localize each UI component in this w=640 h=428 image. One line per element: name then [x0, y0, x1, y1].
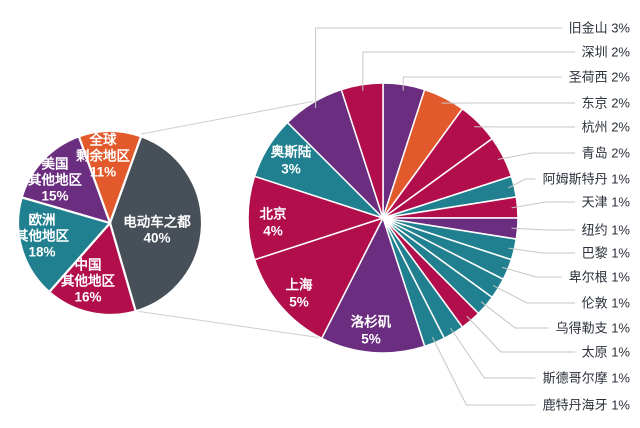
city-label-天津: 天津 1%: [582, 195, 631, 210]
leader-line-鹿特丹海牙: [431, 336, 536, 406]
pie-slice-深圳: [340, 82, 384, 219]
city-label-卑尔根: 卑尔根 1%: [569, 270, 631, 285]
leader-line-卑尔根: [502, 266, 562, 278]
city-label-深圳: 深圳 2%: [582, 45, 631, 60]
slice-label-北京: 北京 4%: [260, 206, 287, 239]
city-label-杭州: 杭州 2%: [582, 120, 631, 135]
city-label-巴黎: 巴黎 1%: [582, 246, 631, 261]
city-label-阿姆斯特丹: 阿姆斯特丹 1%: [543, 172, 631, 187]
city-label-乌得勒支: 乌得勒支 1%: [556, 321, 631, 336]
leader-lines: [315, 27, 576, 406]
slice-label-全球剩余地区: 全球剩余地区 11%: [76, 132, 130, 180]
slice-label-奥斯陆: 奥斯陆 3%: [271, 144, 312, 177]
city-label-伦敦: 伦敦 1%: [582, 296, 631, 311]
city-label-青岛: 青岛 2%: [582, 146, 631, 161]
connector-lines: [135, 100, 323, 339]
leader-line-天津: [511, 201, 576, 209]
connector-line: [140, 100, 316, 135]
leader-line-巴黎: [508, 247, 576, 254]
pie-slice-北京: [247, 175, 384, 261]
leader-line-伦敦: [492, 284, 576, 304]
city-label-纽约: 纽约 1%: [582, 223, 631, 238]
pie-slice-电动车之都: [108, 135, 204, 313]
city-label-太原: 太原 1%: [582, 345, 631, 360]
slice-label-洛杉矶: 洛杉矶 5%: [351, 314, 392, 347]
city-label-鹿特丹海牙: 鹿特丹海牙 1%: [543, 398, 631, 413]
leader-line-乌得勒支: [480, 301, 549, 329]
pie-slice-上海: [253, 217, 384, 340]
connector-line: [135, 310, 323, 339]
leader-line-太原: [466, 315, 576, 353]
slice-label-上海: 上海 5%: [286, 277, 313, 310]
leader-line-纽约: [511, 227, 576, 231]
slice-label-中国其他地区: 中国其他地区 16%: [61, 257, 115, 305]
pie-slices: [17, 82, 519, 354]
pie-slice-美国其他地区: [20, 135, 112, 225]
leader-line-斯德哥尔摩: [449, 327, 536, 379]
slice-label-欧洲其他地区: 欧洲其他地区 18%: [15, 212, 69, 260]
pie-slice-欧洲其他地区: [17, 196, 112, 294]
leader-line-旧金山: [315, 27, 562, 108]
labels: 全球剩余地区 11% 电动车之都 40%中国其他地区 16%欧洲其他地区 18% 美国其他地…: [15, 21, 630, 413]
slice-label-电动车之都: 电动车之都 40%: [123, 214, 191, 246]
leader-line-深圳: [362, 51, 576, 91]
city-label-斯德哥尔摩: 斯德哥尔摩 1%: [543, 371, 631, 386]
leader-line-圣荷西: [402, 76, 562, 91]
leader-line-青岛: [497, 152, 576, 160]
city-label-旧金山: 旧金山 3%: [569, 21, 631, 36]
pie-slice-洛杉矶: [320, 217, 426, 354]
slice-label-美国其他地区: 美国其他地区 15%: [28, 156, 82, 204]
city-label-圣荷西: 圣荷西 2%: [569, 70, 631, 85]
pie-slice-中国其他地区: [48, 221, 137, 317]
leader-line-阿姆斯特丹: [508, 178, 536, 189]
city-label-东京: 东京 2%: [582, 96, 631, 111]
